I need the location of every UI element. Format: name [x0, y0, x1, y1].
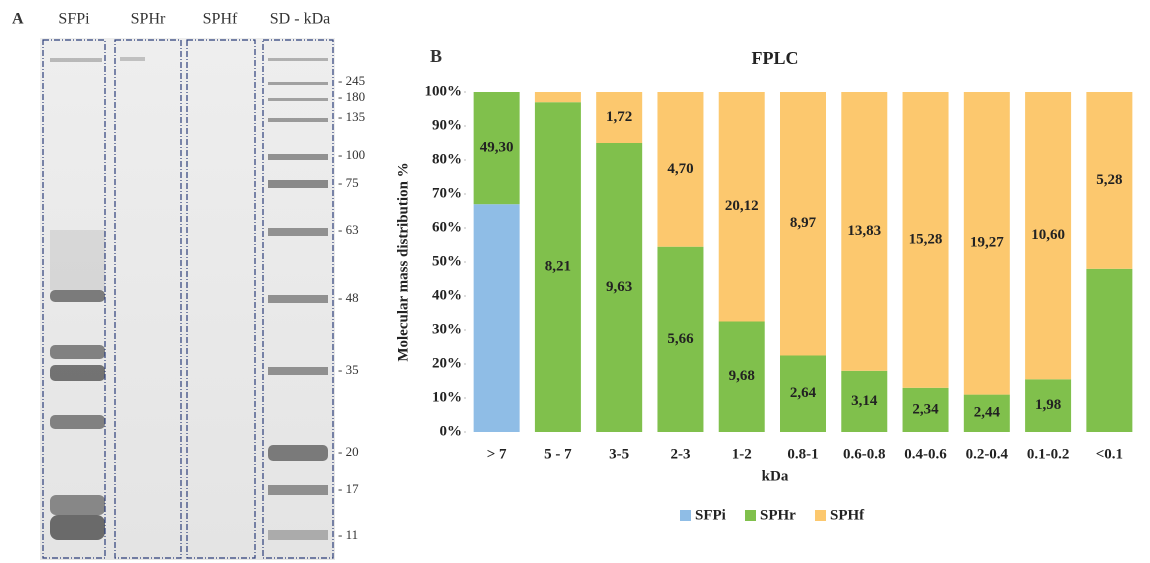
panel-label: B	[430, 46, 442, 66]
x-tick-label: > 7	[487, 446, 507, 462]
marker-label: - 245	[338, 73, 365, 88]
y-axis-title: Molecular mass distribution %	[395, 162, 411, 361]
segment-label: 2,44	[974, 405, 1001, 421]
y-tick-label: 20%	[432, 355, 462, 371]
marker-label: - 48	[338, 290, 359, 305]
marker-label: - 35	[338, 362, 359, 377]
segment-label: 2,34	[912, 401, 939, 417]
panel-label: A	[12, 11, 24, 28]
segment-label: 13,83	[847, 223, 881, 239]
x-tick-label: 3-5	[609, 446, 629, 462]
segment-label: 10,60	[1031, 227, 1065, 243]
segment-label: 4,70	[667, 161, 693, 177]
bar-segment	[1086, 269, 1132, 432]
x-axis-title: kDa	[762, 468, 789, 484]
marker-label: - 20	[338, 444, 359, 459]
y-tick-label: 40%	[432, 287, 462, 303]
x-tick-label: 0.8-1	[787, 446, 818, 462]
bar-segment	[535, 92, 581, 102]
segment-label: 9,63	[606, 279, 632, 295]
lane-label: SPHf	[203, 11, 238, 28]
y-tick-label: 70%	[432, 185, 462, 201]
marker-label: - 75	[338, 175, 359, 190]
segment-label: 49,30	[480, 140, 514, 156]
lane-label: SFPi	[58, 11, 90, 28]
y-tick-label: 90%	[432, 117, 462, 133]
legend-swatch	[745, 510, 756, 521]
legend-swatch	[815, 510, 826, 521]
segment-label: 2,64	[790, 385, 817, 401]
y-tick-label: 100%	[425, 83, 463, 99]
x-tick-label: 5 - 7	[544, 446, 572, 462]
marker-label: - 63	[338, 222, 359, 237]
marker-label: - 180	[338, 89, 365, 104]
figure: A SFPi SPHr SPHf SD - kDa	[0, 0, 1150, 563]
segment-label: 5,66	[667, 331, 694, 347]
segment-label: 5,28	[1096, 172, 1122, 188]
y-tick-label: 50%	[432, 253, 462, 269]
segment-label: 9,68	[729, 368, 755, 384]
segment-label: 3,14	[851, 393, 878, 409]
marker-label: - 17	[338, 481, 359, 496]
y-tick-label: 10%	[432, 389, 462, 405]
bar-segment	[474, 204, 520, 432]
legend-label: SPHf	[830, 507, 865, 523]
legend-label: SFPi	[695, 507, 726, 523]
y-tick-label: 60%	[432, 219, 462, 235]
y-tick-label: 30%	[432, 321, 462, 337]
segment-label: 15,28	[909, 231, 943, 247]
marker-label: - 11	[338, 527, 358, 542]
y-tick-label: 80%	[432, 151, 462, 167]
x-tick-label: 0.1-0.2	[1027, 446, 1070, 462]
x-tick-label: 0.4-0.6	[904, 446, 947, 462]
marker-label: - 100	[338, 147, 365, 162]
chart-title: FPLC	[752, 48, 799, 68]
x-tick-label: 0.2-0.4	[966, 446, 1009, 462]
x-tick-label: 0.6-0.8	[843, 446, 886, 462]
legend-swatch	[680, 510, 691, 521]
lane-label: SD - kDa	[270, 11, 330, 28]
x-tick-label: <0.1	[1096, 446, 1123, 462]
gel-panel: A SFPi SPHr SPHf SD - kDa	[12, 11, 365, 560]
lane-label: SPHr	[131, 11, 166, 28]
y-tick-label: 0%	[440, 423, 463, 439]
segment-label: 19,27	[970, 235, 1004, 251]
x-tick-label: 1-2	[732, 446, 752, 462]
legend-label: SPHr	[760, 507, 796, 523]
segment-label: 8,21	[545, 259, 571, 275]
segment-label: 20,12	[725, 198, 759, 214]
segment-label: 8,97	[790, 215, 817, 231]
x-tick-label: 2-3	[670, 446, 690, 462]
marker-label: - 135	[338, 109, 365, 124]
segment-label: 1,72	[606, 109, 632, 125]
segment-label: 1,98	[1035, 397, 1061, 413]
